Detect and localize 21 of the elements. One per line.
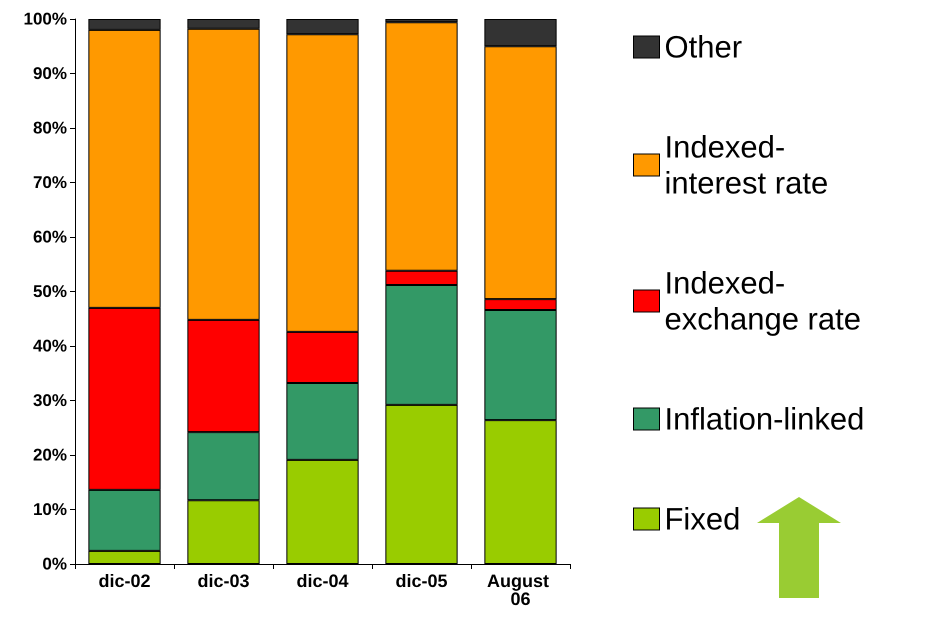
y-tick-label: 20% [32, 446, 67, 464]
y-tick-label: 60% [32, 228, 67, 246]
y-tick-label: 10% [32, 500, 67, 519]
y-tick-label: 0% [42, 554, 67, 574]
x-tick-label: dic-02 [98, 571, 151, 591]
y-tick-label: 50% [32, 282, 67, 301]
y-tick-label: 70% [32, 173, 67, 192]
legend-label: Other [664, 30, 742, 64]
x-tick-label: dic-03 [197, 571, 250, 591]
x-tick-label: August 06 [487, 571, 554, 609]
legend-label: Fixed [664, 502, 740, 536]
y-tick-label: 100% [24, 10, 67, 28]
y-tick-label: 90% [32, 64, 67, 83]
y-tick-label: 40% [32, 336, 67, 356]
legend-label: Indexed-interest rate [664, 130, 828, 200]
x-tick-label: dic-05 [395, 571, 448, 591]
x-tick-label: dic-04 [296, 571, 349, 591]
legend-label: Indexed-exchange rate [664, 266, 861, 336]
y-tick-label: 80% [32, 118, 67, 138]
legend-label: Inflation-linked [664, 402, 864, 436]
y-tick-label: 30% [32, 391, 67, 410]
